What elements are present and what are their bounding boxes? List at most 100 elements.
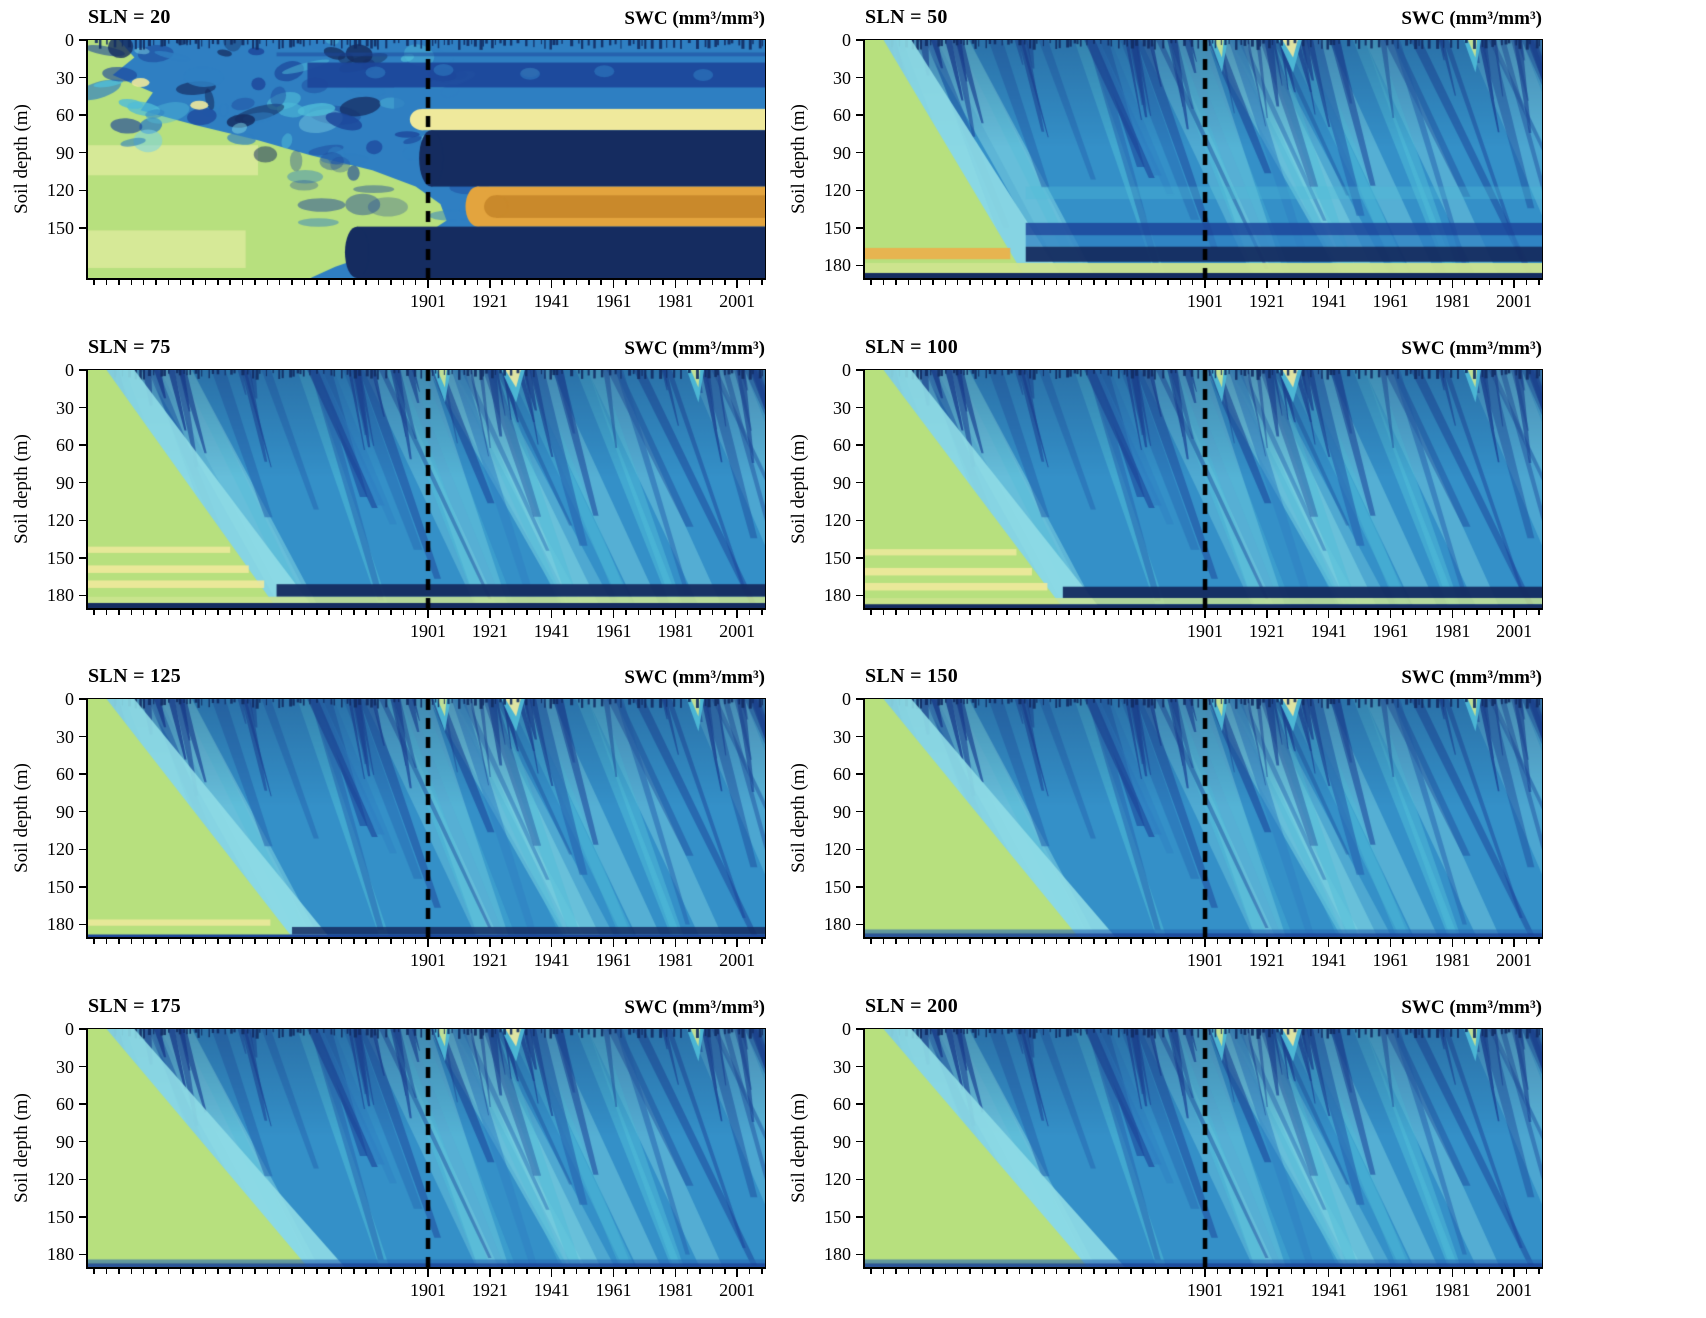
x-tick-mark	[538, 280, 541, 285]
x-tick-mark	[1303, 1269, 1305, 1274]
contour-plot-area	[86, 698, 766, 939]
y-tick-label: 0	[65, 360, 74, 380]
y-tick-label: 0	[65, 30, 74, 50]
x-tick-mark	[1204, 610, 1206, 618]
y-tick-mark	[79, 810, 86, 813]
x-tick-label: 1981	[1434, 621, 1471, 641]
x-tick-mark	[1080, 939, 1083, 944]
x-tick-mark	[1303, 939, 1305, 944]
y-tick-label: 60	[56, 764, 74, 785]
x-tick-mark	[1327, 939, 1330, 947]
x-tick-mark	[588, 610, 590, 615]
x-tick-mark	[600, 939, 602, 944]
x-tick-mark	[291, 610, 293, 615]
x-tick-mark	[402, 939, 405, 944]
y-tick-mark	[856, 369, 863, 371]
x-tick-mark	[711, 939, 714, 944]
y-tick-label: 180	[824, 585, 851, 606]
x-tick-mark	[1439, 280, 1441, 285]
y-tick-label: 150	[824, 1206, 851, 1227]
x-tick-mark	[1105, 610, 1107, 615]
x-tick-label: 1941	[1310, 621, 1347, 641]
y-tick-mark	[856, 1140, 863, 1143]
y-tick-label: 180	[824, 1244, 851, 1265]
x-tick-mark	[1154, 610, 1157, 615]
x-tick-mark	[130, 610, 133, 615]
x-tick-mark	[907, 939, 910, 944]
x-tick-mark	[748, 1269, 751, 1274]
x-tick-mark	[1402, 1269, 1404, 1274]
x-tick-label: 1961	[595, 950, 632, 970]
x-tick-mark	[377, 280, 380, 285]
panel-sln-label: SLN = 100	[865, 336, 959, 358]
x-tick-mark	[1142, 280, 1144, 285]
x-tick-mark	[526, 280, 528, 285]
x-tick-mark	[761, 1269, 763, 1274]
x-tick-mark	[501, 939, 503, 944]
x-tick-mark	[353, 939, 355, 944]
x-tick-mark	[1426, 610, 1429, 615]
x-tick-mark	[1389, 610, 1392, 618]
x-tick-mark	[1340, 939, 1342, 944]
x-tick-mark	[192, 939, 194, 944]
x-tick-mark	[1241, 939, 1243, 944]
x-tick-mark	[1216, 1269, 1219, 1274]
x-tick-mark	[167, 610, 170, 615]
x-tick-mark	[1031, 939, 1033, 944]
y-tick-mark	[79, 151, 86, 154]
x-tick-mark	[699, 610, 701, 615]
x-tick-mark	[895, 280, 897, 285]
x-tick-mark	[1476, 610, 1478, 615]
y-tick-mark	[856, 848, 863, 851]
x-tick-mark	[402, 1269, 405, 1274]
x-tick-mark	[1216, 610, 1219, 615]
x-tick-mark	[1191, 1269, 1194, 1274]
x-tick-label: 1921	[471, 950, 508, 970]
x-tick-mark	[365, 610, 367, 615]
y-tick-mark	[79, 1065, 86, 1068]
contour-canvas-sln-75	[88, 370, 765, 608]
x-tick-mark	[1340, 280, 1342, 285]
y-tick-mark	[79, 189, 86, 192]
x-tick-mark	[736, 610, 738, 618]
x-tick-mark	[1513, 280, 1515, 288]
x-tick-label: 2001	[1496, 950, 1533, 970]
x-tick-mark	[316, 939, 318, 944]
x-tick-mark	[1402, 610, 1404, 615]
x-tick-mark	[1216, 280, 1219, 285]
x-tick-mark	[414, 1269, 417, 1274]
y-tick-label: 150	[47, 217, 74, 238]
x-tick-mark	[1538, 610, 1540, 615]
x-tick-label: 1961	[595, 1280, 632, 1300]
x-tick-mark	[575, 610, 578, 615]
x-tick-mark	[142, 280, 145, 285]
x-tick-label: 2001	[719, 621, 756, 641]
x-tick-mark	[328, 280, 330, 285]
x-tick-label: 1941	[1310, 950, 1347, 970]
x-tick-mark	[1130, 1269, 1132, 1274]
x-tick-mark	[402, 280, 405, 285]
x-tick-mark	[932, 1269, 934, 1274]
x-tick-mark	[1352, 280, 1355, 285]
x-tick-mark	[390, 939, 392, 944]
x-tick-mark	[1105, 939, 1107, 944]
x-tick-mark	[1253, 939, 1256, 944]
x-tick-mark	[414, 939, 417, 944]
x-tick-mark	[1525, 1269, 1528, 1274]
x-tick-mark	[1055, 939, 1058, 944]
x-tick-mark	[1451, 610, 1454, 618]
x-tick-mark	[575, 280, 578, 285]
x-tick-mark	[241, 610, 244, 615]
x-tick-mark	[1426, 280, 1429, 285]
y-tick-mark	[79, 1028, 86, 1030]
x-tick-mark	[118, 1269, 120, 1274]
x-tick-mark	[340, 1269, 343, 1274]
x-tick-mark	[674, 939, 677, 947]
x-tick-label: 1981	[657, 950, 694, 970]
y-tick-label: 180	[47, 914, 74, 935]
x-tick-mark	[1538, 1269, 1540, 1274]
x-tick-mark	[674, 280, 677, 288]
y-tick-mark	[79, 848, 86, 851]
x-tick-mark	[105, 1269, 108, 1274]
x-tick-mark	[1018, 1269, 1021, 1274]
